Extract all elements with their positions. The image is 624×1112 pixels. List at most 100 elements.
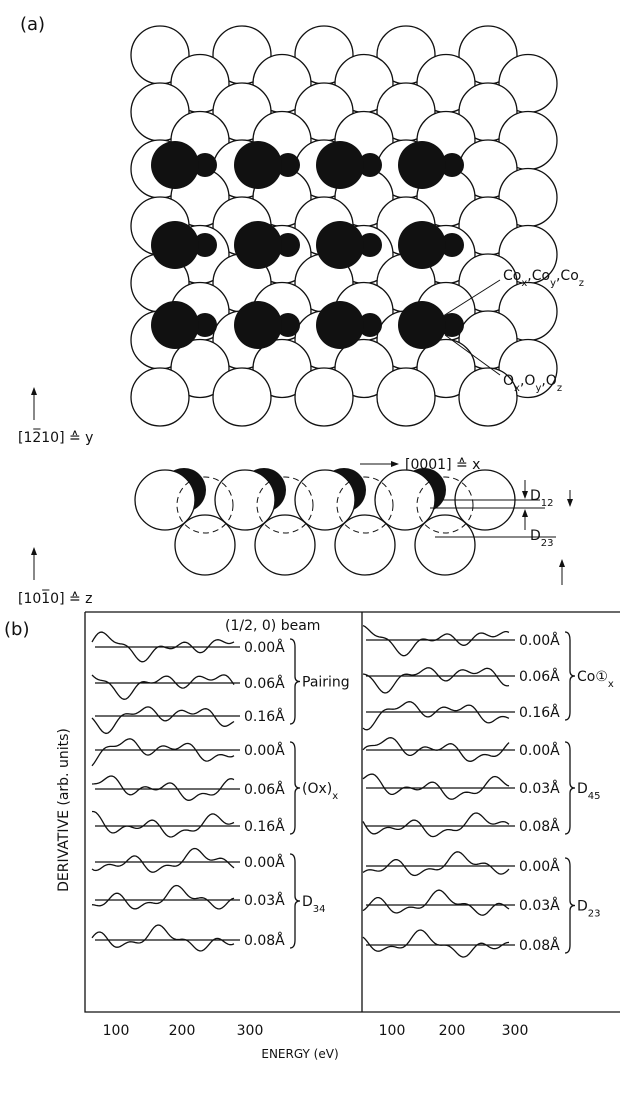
group-label: (Ox)x: [302, 781, 338, 802]
cobalt-atom: [234, 141, 282, 189]
cobalt-atom: [316, 141, 364, 189]
panel-label: (b): [4, 619, 29, 640]
curve-label: 0.00Å: [519, 742, 560, 759]
spectrum-curve: [92, 707, 234, 734]
x-tick-label: 100: [379, 1023, 406, 1039]
curve-label: 0.16Å: [519, 704, 560, 721]
curve-label: 0.03Å: [519, 780, 560, 797]
brace: [565, 632, 575, 720]
x-tick-label: 100: [103, 1023, 130, 1039]
spectrum-curve: [92, 849, 234, 873]
spectrum-curve: [363, 813, 509, 837]
spectrum-curve: [363, 852, 509, 876]
group-label-part: 45: [588, 791, 601, 802]
spectrum-curve: [363, 774, 509, 799]
group-label-part: x: [332, 791, 338, 802]
cobalt-atom: [151, 141, 199, 189]
spectrum-curve: [363, 890, 509, 915]
spectrum-curve: [92, 675, 234, 699]
x-tick-label: 300: [237, 1023, 264, 1039]
co-label-part: Co: [503, 268, 521, 284]
curve-label: 0.00Å: [244, 639, 285, 656]
y-axis-label: [12̅10] ≙ y: [18, 428, 93, 446]
group-label-part: D: [577, 781, 588, 797]
d23-label-part: 23: [541, 538, 554, 549]
upper-atom: [375, 470, 435, 530]
upper-atom: [295, 470, 355, 530]
group-label-part: 34: [313, 904, 326, 915]
curve-label: 0.06Å: [519, 668, 560, 685]
cobalt-atom: [151, 301, 199, 349]
co-label-part: z: [579, 278, 584, 289]
spectrum-curve: [92, 812, 234, 838]
o-label-part: z: [557, 383, 562, 394]
o-label-part: ,O: [520, 373, 535, 389]
curve-label: 0.16Å: [244, 708, 285, 725]
atom-lattice: [131, 26, 557, 426]
group-label: D34: [302, 894, 326, 915]
spectrum-curve: [92, 925, 234, 951]
curve-label: 0.06Å: [244, 781, 285, 798]
spectrum-curve: [92, 739, 234, 766]
brace: [565, 858, 575, 953]
curve-label: 0.03Å: [244, 892, 285, 909]
curve-label: 0.08Å: [519, 937, 560, 954]
x-axis-label-part: [0001] ≙ x: [405, 457, 480, 473]
cobalt-atom: [316, 301, 364, 349]
substrate-atom: [131, 368, 189, 426]
group-label: D23: [577, 899, 601, 920]
x-axis-label: [0001] ≙ x: [405, 457, 480, 473]
curve-label: 0.08Å: [519, 818, 560, 835]
curve-label: 0.00Å: [244, 742, 285, 759]
group-label: D45: [577, 781, 601, 802]
group-label-part: Co①: [577, 669, 608, 685]
y-label: DERIVATIVE (arb. units): [56, 728, 72, 892]
x-label: ENERGY (eV): [261, 1047, 338, 1061]
brace: [290, 742, 300, 834]
y-axis-label-part: [12̅10] ≙ y: [18, 428, 93, 446]
brace: [290, 639, 300, 724]
group-label-part: Pairing: [302, 675, 350, 691]
curve-label: 0.00Å: [519, 632, 560, 649]
panel-label: (a): [20, 14, 45, 35]
upper-atom: [135, 470, 195, 530]
curve-label: 0.16Å: [244, 818, 285, 835]
curve-label: 0.00Å: [519, 858, 560, 875]
d23-label-part: D: [530, 528, 541, 544]
o-label-part: ,O: [541, 373, 556, 389]
cobalt-atom: [234, 221, 282, 269]
curve-label: 0.08Å: [244, 932, 285, 949]
spectrum-curve: [92, 776, 234, 800]
figure: (a)Cox,Coy,CozOx,Oy,Oz[12̅10] ≙ y[0001] …: [0, 0, 624, 1112]
d12-label-part: D: [530, 488, 541, 504]
group-label-part: (Ox): [302, 781, 332, 797]
spectrum-curve: [363, 930, 509, 957]
x-tick-label: 200: [439, 1023, 466, 1039]
x-tick-label: 300: [502, 1023, 529, 1039]
substrate-atom: [213, 368, 271, 426]
group-label: Co①x: [577, 669, 614, 690]
cobalt-atom: [398, 301, 446, 349]
z-axis-label-part: [101̅0] ≙ z: [18, 589, 93, 607]
beam-label: (1/2, 0) beam: [225, 618, 320, 634]
spectrum-curve: [363, 668, 509, 693]
cobalt-atom: [151, 221, 199, 269]
spectrum-curve: [363, 702, 509, 730]
x-tick-label: 200: [169, 1023, 196, 1039]
brace: [290, 854, 300, 948]
group-label-part: x: [608, 679, 614, 690]
d23-label: D23: [530, 528, 554, 549]
group-label-part: D: [302, 894, 313, 910]
cobalt-atom: [234, 301, 282, 349]
curve-label: 0.00Å: [244, 854, 285, 871]
upper-atom: [215, 470, 275, 530]
group-label-part: 23: [588, 908, 601, 919]
curve-label: 0.06Å: [244, 675, 285, 692]
cobalt-atom: [398, 141, 446, 189]
d12-label-part: 12: [541, 498, 554, 509]
group-label: Pairing: [302, 675, 350, 691]
o-label-part: O: [503, 373, 514, 389]
substrate-atom: [377, 368, 435, 426]
cobalt-atom: [316, 221, 364, 269]
z-axis-label: [101̅0] ≙ z: [18, 589, 93, 607]
